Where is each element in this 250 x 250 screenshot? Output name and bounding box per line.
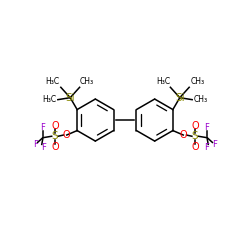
Text: Si: Si bbox=[66, 93, 75, 103]
Text: O: O bbox=[191, 121, 199, 131]
Text: F: F bbox=[212, 140, 217, 149]
Text: S: S bbox=[192, 131, 198, 141]
Text: O: O bbox=[63, 130, 70, 140]
Text: O: O bbox=[180, 130, 187, 140]
Text: F: F bbox=[41, 143, 46, 152]
Text: F: F bbox=[204, 143, 209, 152]
Text: F: F bbox=[40, 123, 46, 132]
Text: O: O bbox=[51, 121, 59, 131]
Text: O: O bbox=[51, 142, 59, 152]
Text: F: F bbox=[204, 123, 210, 132]
Text: CH₃: CH₃ bbox=[80, 76, 94, 86]
Text: CH₃: CH₃ bbox=[194, 95, 207, 104]
Text: Si: Si bbox=[175, 93, 184, 103]
Text: O: O bbox=[191, 142, 199, 152]
Text: F: F bbox=[33, 140, 38, 149]
Text: CH₃: CH₃ bbox=[190, 76, 204, 86]
Text: H₃C: H₃C bbox=[156, 76, 170, 86]
Text: S: S bbox=[52, 131, 58, 141]
Text: H₃C: H₃C bbox=[46, 76, 60, 86]
Text: H₃C: H₃C bbox=[42, 95, 56, 104]
